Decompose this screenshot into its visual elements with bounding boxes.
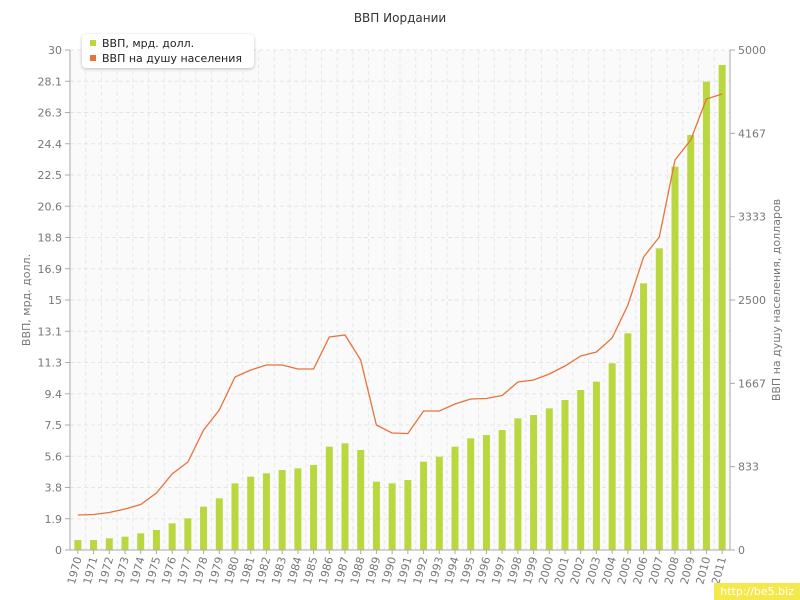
bar bbox=[702, 81, 710, 551]
bar bbox=[152, 530, 160, 550]
y-tick-label: 18.8 bbox=[38, 232, 63, 245]
bar bbox=[215, 498, 223, 550]
chart-title: ВВП Иордании bbox=[354, 11, 446, 25]
legend-item-gdp-per-capita: ВВП на душу населения bbox=[90, 52, 242, 65]
y2-tick-label: 3333 bbox=[738, 211, 766, 224]
y2-tick-label: 4167 bbox=[738, 127, 766, 140]
bar bbox=[404, 480, 412, 550]
y-tick-label: 7.5 bbox=[45, 419, 63, 432]
bar bbox=[561, 400, 569, 550]
bar bbox=[247, 476, 255, 550]
bar bbox=[498, 430, 506, 550]
bar bbox=[671, 166, 679, 550]
bar bbox=[341, 443, 349, 550]
bar bbox=[420, 461, 428, 550]
y-tick-label: 9.4 bbox=[45, 388, 63, 401]
bar bbox=[372, 481, 380, 550]
y-tick-label: 28.1 bbox=[38, 75, 63, 88]
y2-tick-label: 0 bbox=[738, 544, 745, 557]
bar bbox=[231, 483, 239, 550]
y-tick-label: 13.1 bbox=[38, 325, 63, 338]
y-tick-label: 22.5 bbox=[38, 169, 63, 182]
bar bbox=[608, 363, 616, 550]
y-tick-label: 26.3 bbox=[38, 107, 63, 120]
y2-axis-label: ВВП на душу населения, долларов bbox=[770, 199, 783, 401]
bar bbox=[184, 518, 192, 550]
legend-label-gdp-per-capita: ВВП на душу населения bbox=[102, 52, 242, 65]
bar bbox=[435, 456, 443, 550]
y-tick-label: 20.6 bbox=[38, 200, 63, 213]
y-tick-label: 1.9 bbox=[45, 513, 63, 526]
legend: ВВП, мрд. долл. ВВП на душу населения bbox=[82, 34, 254, 68]
y-tick-label: 24.4 bbox=[38, 138, 63, 151]
bar bbox=[482, 435, 490, 550]
bar bbox=[168, 523, 176, 550]
y-tick-label: 30 bbox=[48, 44, 62, 57]
bar bbox=[640, 283, 648, 550]
bar bbox=[121, 536, 129, 550]
bar bbox=[262, 473, 270, 550]
bar bbox=[592, 381, 600, 550]
bar bbox=[325, 446, 333, 550]
bar bbox=[137, 533, 145, 550]
bar bbox=[577, 390, 585, 550]
bar bbox=[451, 446, 459, 550]
bar bbox=[655, 248, 663, 551]
bar bbox=[310, 465, 318, 550]
bar bbox=[467, 438, 475, 550]
y2-tick-label: 5000 bbox=[738, 44, 766, 57]
bar bbox=[357, 450, 365, 550]
bar bbox=[718, 65, 726, 550]
per-capita-line bbox=[77, 93, 723, 516]
legend-item-gdp: ВВП, мрд. долл. bbox=[90, 37, 194, 50]
bar bbox=[545, 408, 553, 550]
bar bbox=[514, 418, 522, 550]
legend-label-gdp: ВВП, мрд. долл. bbox=[102, 37, 195, 50]
watermark: http://be5.biz bbox=[714, 583, 800, 600]
bar bbox=[388, 483, 396, 550]
y-tick-label: 5.6 bbox=[45, 450, 63, 463]
bar bbox=[74, 540, 82, 550]
bar bbox=[294, 468, 302, 550]
y-axis-label: ВВП, мрд. долл. bbox=[20, 254, 33, 346]
y-tick-label: 16.9 bbox=[38, 263, 63, 276]
y-tick-label: 3.8 bbox=[45, 482, 63, 495]
bar bbox=[687, 135, 695, 550]
legend-swatch-gdp-per-capita bbox=[90, 55, 96, 61]
bar bbox=[530, 415, 538, 550]
y2-tick-label: 833 bbox=[738, 461, 759, 474]
bar bbox=[90, 540, 98, 550]
bar bbox=[624, 333, 632, 550]
y-tick-label: 15 bbox=[48, 294, 62, 307]
y-tick-label: 11.3 bbox=[38, 357, 63, 370]
bar bbox=[278, 470, 286, 550]
y2-tick-label: 1667 bbox=[738, 377, 766, 390]
bar bbox=[200, 506, 208, 550]
legend-swatch-gdp bbox=[90, 40, 96, 46]
y-tick-label: 0 bbox=[55, 544, 62, 557]
y2-tick-label: 2500 bbox=[738, 294, 766, 307]
bar bbox=[105, 538, 113, 550]
